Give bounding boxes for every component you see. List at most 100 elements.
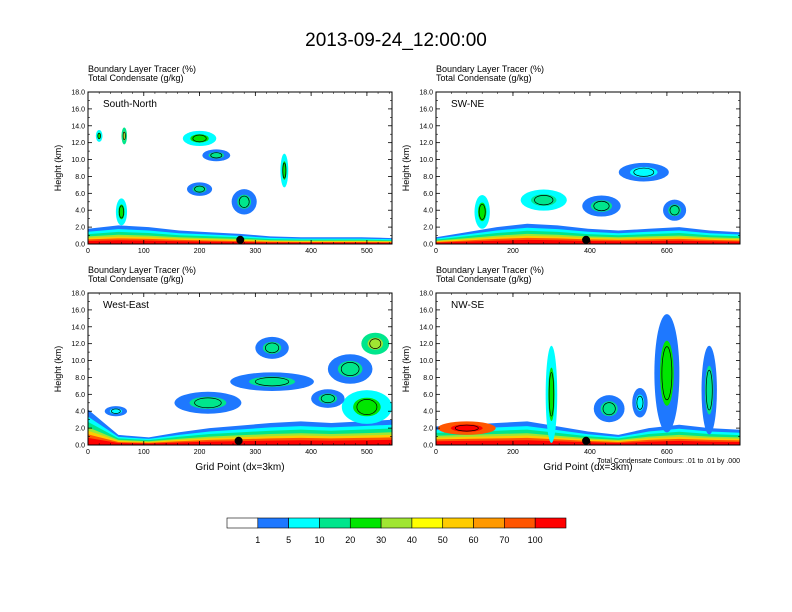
x-axis-label: Grid Point (dx=3km) xyxy=(195,462,284,473)
x-tick-label: 200 xyxy=(507,449,519,456)
condensate-contour-0 xyxy=(97,132,101,139)
y-axis-label: Height (km) xyxy=(53,346,63,393)
x-tick-label: 400 xyxy=(584,248,596,255)
condensate-contour-0 xyxy=(454,424,479,432)
condensate-contour-5 xyxy=(238,195,250,208)
tracer-core-4 xyxy=(668,204,681,217)
colorbar-swatch xyxy=(319,517,351,529)
tracer-core-5 xyxy=(237,194,252,209)
colorbar-label: 10 xyxy=(314,535,324,545)
x-tick-label: 0 xyxy=(86,248,90,255)
y-tick-label: 0.0 xyxy=(75,443,85,450)
colorbar-label: 60 xyxy=(469,535,479,545)
tracer-core-7 xyxy=(118,204,125,220)
y-tick-label: 8.0 xyxy=(423,375,433,382)
y-tick-label: 16.0 xyxy=(71,307,85,314)
condensate-contour-1 xyxy=(122,131,126,141)
panel-header-tracer: Boundary Layer Tracer (%) xyxy=(88,265,196,275)
condensate-contour-0 xyxy=(478,203,486,220)
y-tick-label: 18.0 xyxy=(71,90,85,97)
condensate-contour-3 xyxy=(661,346,673,401)
y-tick-label: 0.0 xyxy=(423,242,433,249)
panel-west-east: Boundary Layer Tracer (%)Total Condensat… xyxy=(53,265,393,473)
x-axis-label: Grid Point (dx=3km) xyxy=(543,462,632,473)
colorbar-swatch xyxy=(380,517,413,529)
y-tick-label: 18.0 xyxy=(419,90,433,97)
y-axis-label: Height (km) xyxy=(401,145,411,192)
tracer-core-3 xyxy=(208,152,224,159)
tracer-core-4 xyxy=(192,185,207,193)
tracer-core-0 xyxy=(109,408,123,415)
y-tick-label: 10.0 xyxy=(71,358,85,365)
condensate-contour-1 xyxy=(548,372,555,417)
y-tick-label: 14.0 xyxy=(71,324,85,331)
colorbar-label: 40 xyxy=(407,535,417,545)
x-tick-label: 200 xyxy=(194,248,206,255)
y-tick-label: 0.0 xyxy=(423,443,433,450)
tracer-core-2 xyxy=(190,134,209,143)
x-tick-label: 0 xyxy=(434,449,438,456)
condensate-contour-4 xyxy=(669,205,680,216)
y-tick-label: 12.0 xyxy=(71,140,85,147)
y-tick-label: 12.0 xyxy=(419,140,433,147)
y-tick-label: 12.0 xyxy=(71,341,85,348)
y-tick-label: 6.0 xyxy=(75,392,85,399)
x-tick-label: 300 xyxy=(249,248,261,255)
y-tick-label: 14.0 xyxy=(419,324,433,331)
page-title: 2013-09-24_12:00:00 xyxy=(305,30,487,51)
panel-sw-ne: Boundary Layer Tracer (%)Total Condensat… xyxy=(401,64,741,255)
panel-header-tracer: Boundary Layer Tracer (%) xyxy=(436,64,544,74)
y-tick-label: 2.0 xyxy=(75,225,85,232)
x-tick-label: 600 xyxy=(661,449,673,456)
y-tick-label: 8.0 xyxy=(423,174,433,181)
condensate-contour-6 xyxy=(282,162,287,179)
colorbar-swatch xyxy=(442,517,474,529)
colorbar-label: 50 xyxy=(438,535,448,545)
tracer-core-5 xyxy=(635,394,645,411)
tracer-core-3 xyxy=(262,341,282,354)
colorbar-swatch xyxy=(226,517,259,529)
y-tick-label: 6.0 xyxy=(423,392,433,399)
x-tick-label: 500 xyxy=(361,449,373,456)
y-tick-label: 4.0 xyxy=(423,409,433,416)
colorbar-swatch xyxy=(288,517,320,529)
colorbar-label: 5 xyxy=(286,535,291,545)
x-tick-label: 200 xyxy=(507,248,519,255)
condensate-contour-7 xyxy=(320,394,335,404)
colorbar-label: 100 xyxy=(528,535,543,545)
colorbar-label: 30 xyxy=(376,535,386,545)
panel-name: West-East xyxy=(103,300,149,311)
x-tick-label: 600 xyxy=(661,248,673,255)
y-tick-label: 2.0 xyxy=(75,426,85,433)
y-tick-label: 12.0 xyxy=(419,341,433,348)
colorbar-swatch xyxy=(473,517,505,529)
x-tick-label: 0 xyxy=(434,248,438,255)
tracer-core-4 xyxy=(337,360,363,378)
panel-name: SW-NE xyxy=(451,99,484,110)
colorbar-label: 70 xyxy=(499,535,509,545)
condensate-contour-1 xyxy=(194,397,222,409)
y-axis-label: Height (km) xyxy=(401,346,411,393)
condensate-contour-0 xyxy=(111,408,121,414)
y-tick-label: 16.0 xyxy=(419,106,433,113)
colorbar-label: 1 xyxy=(255,535,260,545)
plot-frame xyxy=(435,292,741,446)
condensate-contour-5 xyxy=(636,395,644,410)
colorbar-label: 20 xyxy=(345,535,355,545)
tracer-core-2 xyxy=(249,376,296,387)
colorbar: 1 5 10 20 30 40 50 60 70 100 xyxy=(226,517,567,545)
colorbar-swatch xyxy=(257,517,289,529)
y-tick-label: 4.0 xyxy=(75,409,85,416)
colorbar-swatch xyxy=(534,517,567,529)
y-tick-label: 2.0 xyxy=(423,225,433,232)
tracer-core-1 xyxy=(531,194,557,206)
condensate-contour-2 xyxy=(254,377,290,387)
tracer-core-5 xyxy=(367,337,383,350)
panel-header-tracer: Boundary Layer Tracer (%) xyxy=(88,64,196,74)
condensate-contour-7 xyxy=(118,205,125,219)
condensate-contour-4 xyxy=(194,185,205,193)
panel-header-condensate: Total Condensate (g/kg) xyxy=(436,274,532,284)
location-marker xyxy=(236,235,245,244)
x-tick-label: 200 xyxy=(194,449,206,456)
tracer-core-6 xyxy=(353,397,381,417)
